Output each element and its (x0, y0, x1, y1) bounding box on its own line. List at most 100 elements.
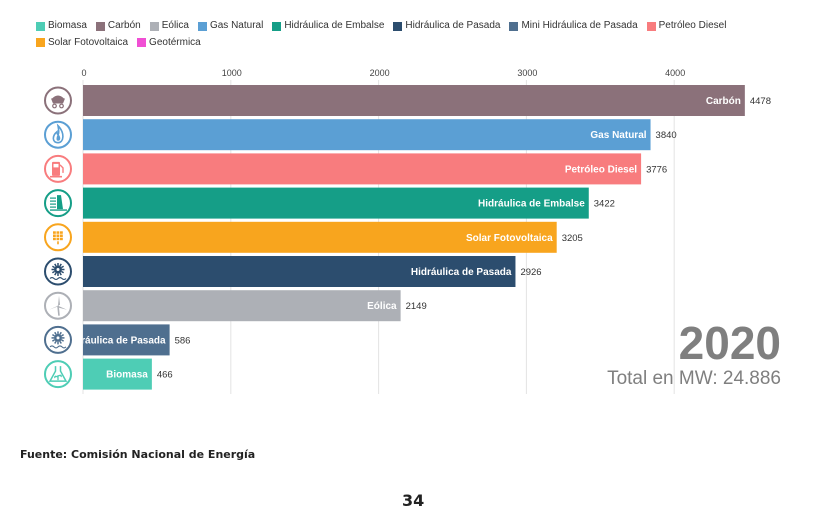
icon-ring (44, 223, 72, 252)
legend-label: Hidráulica de Embalse (284, 20, 385, 31)
legend-label: Petróleo Diesel (658, 20, 727, 31)
page-number: 34 (402, 491, 425, 510)
fuel-pump-icon-part (50, 175, 62, 178)
bar (83, 221, 557, 253)
hydro-turbine-icon-part (49, 276, 67, 281)
bar-label: Eólica (367, 301, 397, 312)
legend-item: Solar Fotovoltaica (36, 36, 128, 50)
bar-label: Carbón (706, 96, 741, 107)
solar-panel-icon-part (53, 231, 56, 234)
bar (83, 153, 642, 185)
solar-panel-icon-part (56, 234, 60, 237)
legend-swatch (509, 21, 519, 31)
legend-item: Gas Natural (197, 19, 263, 33)
x-tick-label: 3000 (517, 68, 537, 78)
coal-cart-icon-part (51, 98, 65, 104)
legend-item: Mini Hidráulica de Pasada (509, 19, 638, 33)
legend-swatch (272, 21, 282, 31)
biomass-flask-icon (44, 360, 72, 389)
wind-turbine-icon (44, 291, 72, 320)
solar-panel-icon-part (60, 231, 63, 234)
value-label: 3776 (646, 164, 667, 175)
hydro-turbine-icon-part (61, 265, 65, 269)
value-label: 2149 (406, 301, 427, 312)
legend-label: Carbón (107, 20, 141, 31)
hydro-turbine-icon-part (49, 345, 67, 349)
legend-label: Eólica (161, 20, 189, 31)
value-label: 3422 (594, 199, 615, 210)
bar (83, 324, 170, 356)
legend-label: Mini Hidráulica de Pasada (521, 20, 638, 31)
hydro-turbine-icon-part (54, 331, 57, 335)
legend-swatch (646, 21, 656, 31)
x-tick-label: 1000 (222, 68, 242, 78)
legend-item: Eólica (149, 19, 189, 33)
wind-turbine-icon-part (49, 305, 58, 310)
solar-panel-icon-part (56, 237, 60, 241)
legend-item: Biomasa (36, 19, 87, 33)
value-label: 466 (157, 370, 173, 381)
bar-label: Solar Fotovoltaica (466, 233, 553, 244)
coal-cart-icon-part (59, 103, 64, 109)
legend-swatch (393, 21, 403, 31)
hydro-turbine-icon-part (51, 270, 55, 274)
legend-label: Geotérmica (149, 36, 201, 48)
legend-label: Biomasa (48, 20, 87, 31)
hydro-turbine-icon-part (51, 334, 55, 337)
legend-swatch (36, 38, 45, 47)
legend-label: Solar Fotovoltaica (48, 36, 129, 48)
solar-panel-icon-part (56, 231, 60, 234)
legend-swatch (36, 21, 45, 31)
value-label: 3205 (562, 233, 583, 244)
bar (83, 290, 401, 322)
year-annotation: 2020 (678, 317, 781, 369)
hydro-turbine-icon-part (54, 272, 57, 276)
source-note: Fuente: Comisión Nacional de Energía (20, 448, 256, 461)
value-label: 2926 (520, 267, 541, 278)
coal-cart-icon (44, 86, 72, 115)
coal-cart-icon-part (52, 95, 64, 99)
hydro-turbine-icon-part (51, 339, 55, 342)
hydro-turbine-icon-part (61, 339, 65, 342)
solar-panel-icon-part (53, 234, 56, 237)
hydro-turbine-icon-part (59, 263, 62, 267)
fuel-pump-icon-part (59, 164, 64, 173)
bar-label: Hidráulica de Pasada (411, 267, 512, 278)
x-tick-label: 0 (81, 68, 86, 78)
bar-label: Petróleo Diesel (565, 164, 637, 175)
hydro-turbine-icon-part (51, 265, 55, 269)
biomass-flask-icon-part (54, 374, 62, 381)
fuel-pump-icon-part (53, 163, 59, 168)
value-label: 4478 (750, 96, 771, 107)
hydro-turbine-icon-part (59, 331, 62, 335)
hydro-turbine-icon-part (61, 270, 65, 274)
bar-label: Gas Natural (590, 130, 646, 141)
hydro-turbine-icon-part (56, 268, 60, 271)
chart-legend: Biomasa Carbón Eólica Gas Natural Hidráulica… (36, 19, 816, 52)
wind-turbine-icon-part (58, 295, 60, 306)
dam-icon-part (57, 195, 63, 210)
icon-ring (44, 360, 72, 389)
bar (83, 119, 651, 151)
legend-item: Carbón (95, 19, 141, 33)
dam-icon (44, 189, 72, 218)
coal-cart-icon-part (52, 103, 57, 109)
fuel-pump-icon (44, 154, 72, 183)
value-label: 586 (175, 335, 191, 346)
gas-flame-icon (44, 120, 72, 149)
legend-label: Hidráulica de Pasada (405, 20, 501, 31)
bar (83, 358, 152, 390)
biomass-flask-icon-part (48, 366, 68, 382)
hydro-turbine-icon-part (61, 334, 65, 337)
solar-panel-icon-part (60, 237, 63, 241)
total-annotation: Total en MW: 24.886 (607, 368, 781, 389)
hydro-turbine-icon-part (54, 340, 57, 344)
legend-swatch (149, 21, 159, 31)
legend-item: Petróleo Diesel (646, 19, 727, 33)
bar (83, 85, 745, 116)
hydro-turbine-icon (44, 325, 72, 354)
hydro-turbine-icon-part (56, 336, 60, 340)
legend-swatch (137, 38, 147, 47)
legend-item: Hidráulica de Embalse (272, 19, 384, 33)
